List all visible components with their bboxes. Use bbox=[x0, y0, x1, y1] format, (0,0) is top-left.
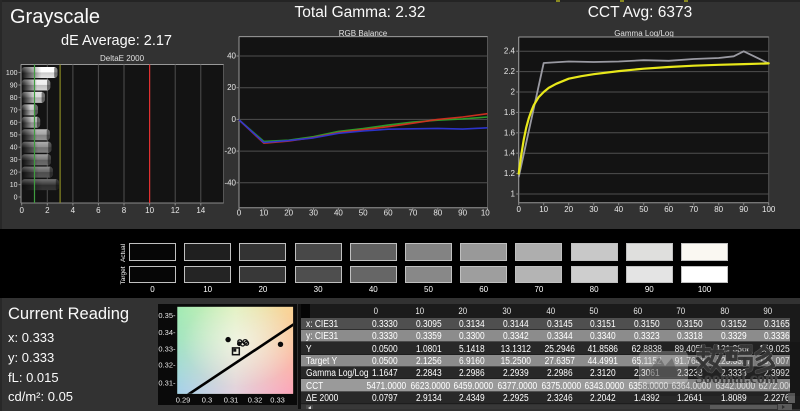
svg-text:0: 0 bbox=[14, 195, 18, 202]
svg-text:-20: -20 bbox=[224, 147, 236, 156]
svg-text:8: 8 bbox=[122, 206, 127, 215]
svg-text:2.4: 2.4 bbox=[504, 47, 516, 56]
svg-text:4: 4 bbox=[71, 206, 76, 215]
svg-text:1: 1 bbox=[511, 190, 516, 199]
svg-text:0.34-: 0.34- bbox=[158, 328, 176, 337]
svg-text:20: 20 bbox=[284, 209, 293, 218]
svg-text:0.33: 0.33 bbox=[270, 395, 285, 404]
svg-text:0: 0 bbox=[237, 209, 242, 218]
svg-text:70: 70 bbox=[10, 107, 18, 114]
svg-text:-40: -40 bbox=[224, 178, 236, 187]
svg-text:70: 70 bbox=[689, 205, 698, 214]
svg-text:0: 0 bbox=[19, 206, 24, 215]
svg-text:30: 30 bbox=[589, 205, 598, 214]
svg-text:60: 60 bbox=[664, 205, 673, 214]
svg-text:100: 100 bbox=[481, 209, 490, 218]
svg-text:80: 80 bbox=[714, 205, 723, 214]
svg-text:14: 14 bbox=[196, 206, 205, 215]
svg-text:30: 30 bbox=[10, 157, 18, 164]
svg-text:90: 90 bbox=[739, 205, 748, 214]
svg-text:0: 0 bbox=[516, 205, 521, 214]
svg-text:Actual: Actual bbox=[120, 243, 127, 262]
svg-text:70: 70 bbox=[408, 209, 417, 218]
svg-text:90: 90 bbox=[10, 83, 18, 90]
svg-text:1.8: 1.8 bbox=[504, 108, 516, 117]
svg-text:Gamma Log/Log: Gamma Log/Log bbox=[614, 29, 674, 38]
svg-text:10: 10 bbox=[10, 182, 18, 189]
svg-text:50: 50 bbox=[639, 205, 648, 214]
svg-text:20: 20 bbox=[10, 170, 18, 177]
svg-text:12: 12 bbox=[171, 206, 180, 215]
svg-text:60: 60 bbox=[384, 209, 393, 218]
svg-text:90: 90 bbox=[458, 209, 467, 218]
svg-text:20: 20 bbox=[227, 83, 236, 92]
svg-text:40: 40 bbox=[614, 205, 623, 214]
svg-text:60: 60 bbox=[10, 120, 18, 127]
svg-text:0.32-: 0.32- bbox=[158, 360, 176, 369]
svg-text:2.2: 2.2 bbox=[504, 67, 516, 76]
svg-text:10: 10 bbox=[145, 206, 154, 215]
svg-text:Target: Target bbox=[120, 266, 127, 284]
svg-text:20: 20 bbox=[564, 205, 573, 214]
svg-text:40: 40 bbox=[227, 52, 236, 61]
svg-text:100: 100 bbox=[762, 205, 776, 214]
svg-text:0: 0 bbox=[232, 115, 237, 124]
svg-text:1.6: 1.6 bbox=[504, 128, 516, 137]
svg-text:RGB Balance: RGB Balance bbox=[339, 29, 388, 38]
svg-text:DeltaE 2000: DeltaE 2000 bbox=[100, 54, 145, 63]
svg-text:50: 50 bbox=[10, 132, 18, 139]
svg-text:80: 80 bbox=[10, 95, 18, 102]
svg-text:10: 10 bbox=[539, 205, 548, 214]
svg-text:100: 100 bbox=[6, 70, 18, 77]
svg-text:6: 6 bbox=[96, 206, 101, 215]
svg-text:0.31: 0.31 bbox=[223, 395, 238, 404]
svg-text:0.31-: 0.31- bbox=[158, 378, 176, 387]
svg-text:2: 2 bbox=[511, 88, 516, 97]
svg-text:1.2: 1.2 bbox=[504, 169, 516, 178]
svg-text:2: 2 bbox=[45, 206, 50, 215]
svg-text:0.32: 0.32 bbox=[247, 395, 262, 404]
svg-text:50: 50 bbox=[359, 209, 368, 218]
svg-text:30: 30 bbox=[309, 209, 318, 218]
svg-text:0.35-: 0.35- bbox=[158, 310, 176, 319]
svg-text:0.3: 0.3 bbox=[201, 395, 211, 404]
svg-text:0.33-: 0.33- bbox=[158, 344, 176, 353]
svg-text:1.4: 1.4 bbox=[504, 149, 516, 158]
svg-text:80: 80 bbox=[433, 209, 442, 218]
svg-text:10: 10 bbox=[259, 209, 268, 218]
svg-text:40: 40 bbox=[334, 209, 343, 218]
svg-text:0.29: 0.29 bbox=[175, 395, 190, 404]
svg-text:40: 40 bbox=[10, 145, 18, 152]
